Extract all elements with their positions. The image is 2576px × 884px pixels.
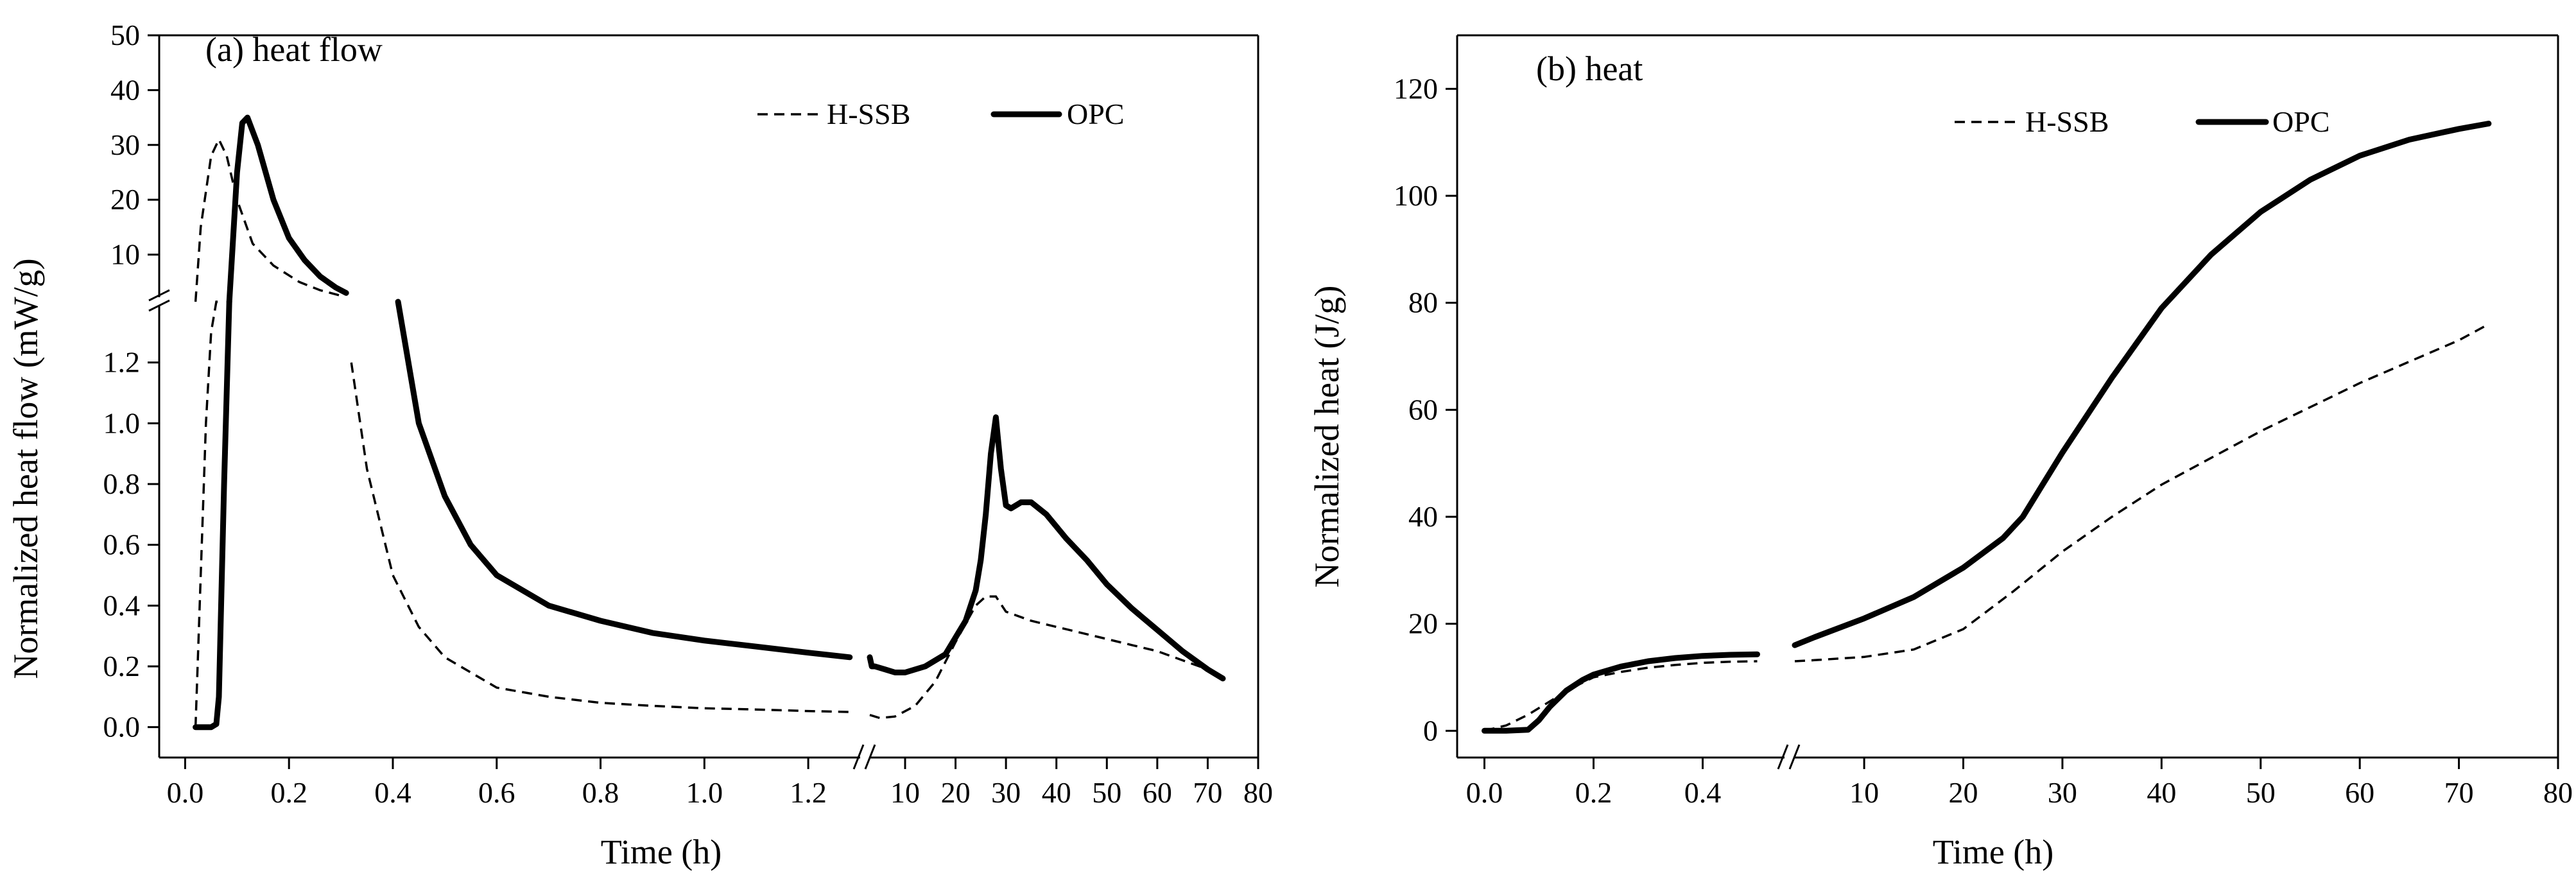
panel-a-y-ticks: 0.0 0.2 0.4 0.6 0.8 1.0 1.2 10 20 30 40 50 xyxy=(103,19,159,743)
panel-b-x-tick-label: 0.2 xyxy=(1575,776,1612,809)
panel-b-x-tick-label: 80 xyxy=(2543,776,2573,809)
panel-b-series-opc-segment xyxy=(1792,121,2492,648)
panel-a-x-tick-label: 40 xyxy=(1042,776,1071,809)
panel-b-y-tick-label: 60 xyxy=(1408,393,1438,426)
panel-a-x-tick-label: 70 xyxy=(1193,776,1222,809)
panel-a-y-break-mark xyxy=(148,289,170,312)
panel-a-y-tick-label: 0.4 xyxy=(103,589,141,621)
panel-a-legend-opc-label: OPC xyxy=(1067,98,1124,130)
panel-a-y-axis-title: Normalized heat flow (mW/g) xyxy=(6,258,45,679)
panel-b-x-tick-label: 20 xyxy=(1949,776,1978,809)
panel-a-series-opc-segment xyxy=(226,114,349,305)
panel-a-y-tick-label: 0.2 xyxy=(103,650,141,682)
panel-b-y-ticks: 0 20 40 60 80 100 120 xyxy=(1394,72,1457,747)
panel-a-series-hssb-segment xyxy=(350,362,850,713)
panel-a-y-tick-label: 0.6 xyxy=(103,528,141,561)
panel-b-y-tick-label: 40 xyxy=(1408,500,1438,533)
panel-a-x-tick-label: 0.6 xyxy=(478,776,515,809)
panel-a-x-tick-label: 10 xyxy=(890,776,920,809)
panel-a-series-opc-segment xyxy=(395,299,853,661)
panel-a-x-axis-title: Time (h) xyxy=(601,833,722,871)
panel-b-y-tick-label: 20 xyxy=(1408,607,1438,640)
panel-a-series-hssb-segment xyxy=(194,137,341,302)
panel-a-y-tick-label: 20 xyxy=(110,183,140,216)
panel-a-x-tick-label: 0.2 xyxy=(270,776,307,809)
panel-a-series-hssb-segment xyxy=(869,595,1223,720)
panel-b-y-tick-label: 100 xyxy=(1394,179,1438,212)
panel-a-x-tick-label: 1.2 xyxy=(790,776,827,809)
panel-a-y-tick-label: 0.8 xyxy=(103,467,141,500)
panel-a-y-tick-label: 10 xyxy=(110,238,140,271)
panel-a-series-opc-segment xyxy=(193,299,232,731)
panel-b-x-tick-label: 0.4 xyxy=(1684,776,1722,809)
panel-b-x-tick-label: 30 xyxy=(2048,776,2077,809)
panel-a-y-tick-label: 50 xyxy=(110,19,140,51)
panel-a-y-tick-label: 0.0 xyxy=(103,711,141,743)
panel-a-heat-flow: (a) heat flow Normalized heat flow (mW/g… xyxy=(6,19,1273,871)
panel-a-x-tick-label: 80 xyxy=(1243,776,1273,809)
panel-b-series-hssb-segment xyxy=(1794,323,2489,663)
panel-a-y-tick-label: 40 xyxy=(110,73,140,106)
panel-b-x-tick-label: 50 xyxy=(2246,776,2276,809)
panel-a-x-tick-label: 0.8 xyxy=(582,776,619,809)
panel-a-title: (a) heat flow xyxy=(205,30,383,69)
panel-a-x-tick-label: 1.0 xyxy=(686,776,723,809)
panel-b-y-tick-label: 80 xyxy=(1408,286,1438,319)
panel-b-x-tick-label: 70 xyxy=(2444,776,2474,809)
panel-b-heat: (b) heat Normalized heat (J/g) Time (h) … xyxy=(1308,34,2573,871)
panel-b-x-tick-label: 10 xyxy=(1849,776,1879,809)
panel-a-x-ticks: 0.0 0.2 0.4 0.6 0.8 1.0 1.2 10 20 30 40 50 60 70 80 xyxy=(167,758,1273,809)
panel-b-series xyxy=(1482,121,2492,734)
panel-a-x-tick-label: 50 xyxy=(1092,776,1121,809)
panel-b-x-break-mark xyxy=(1777,744,1801,770)
panel-b-legend-hssb-label: H-SSB xyxy=(2025,105,2109,138)
panel-a-legend: H-SSB OPC xyxy=(757,98,1124,130)
panel-a-x-tick-label: 0.0 xyxy=(167,776,204,809)
panel-a-x-tick-label: 20 xyxy=(941,776,971,809)
panel-b-x-tick-label: 0.0 xyxy=(1466,776,1503,809)
panel-b-x-tick-label: 60 xyxy=(2345,776,2374,809)
panel-b-series-opc-segment xyxy=(1482,651,1760,734)
panel-b-x-tick-label: 40 xyxy=(2147,776,2176,809)
panel-a-legend-hssb-label: H-SSB xyxy=(827,98,910,130)
panel-b-y-axis-title: Normalized heat (J/g) xyxy=(1308,286,1346,588)
panel-b-legend: H-SSB OPC xyxy=(1955,105,2330,138)
panel-a-x-tick-label: 0.4 xyxy=(374,776,411,809)
panel-b-legend-opc-label: OPC xyxy=(2272,105,2330,138)
panel-b-x-ticks: 0.0 0.2 0.4 10 20 30 40 50 60 70 80 xyxy=(1466,758,2573,809)
panel-a-y-tick-label: 1.0 xyxy=(103,406,141,439)
panel-a-x-break-mark xyxy=(852,744,876,770)
panel-a-series-opc-segment xyxy=(867,414,1226,682)
panel-a-series xyxy=(193,114,1226,731)
panel-a-series-hssb-segment xyxy=(194,300,219,727)
panel-a-x-tick-label: 30 xyxy=(991,776,1021,809)
panel-b-x-axis-title: Time (h) xyxy=(1933,833,2054,871)
panel-a-y-tick-label: 30 xyxy=(110,128,140,161)
panel-a-x-tick-label: 60 xyxy=(1143,776,1172,809)
panel-b-title: (b) heat xyxy=(1536,49,1643,88)
panel-b-series-hssb-segment xyxy=(1484,660,1758,732)
panel-b-y-tick-label: 120 xyxy=(1394,72,1438,105)
panel-b-y-tick-label: 0 xyxy=(1423,714,1438,747)
panel-a-y-tick-label: 1.2 xyxy=(103,346,141,379)
